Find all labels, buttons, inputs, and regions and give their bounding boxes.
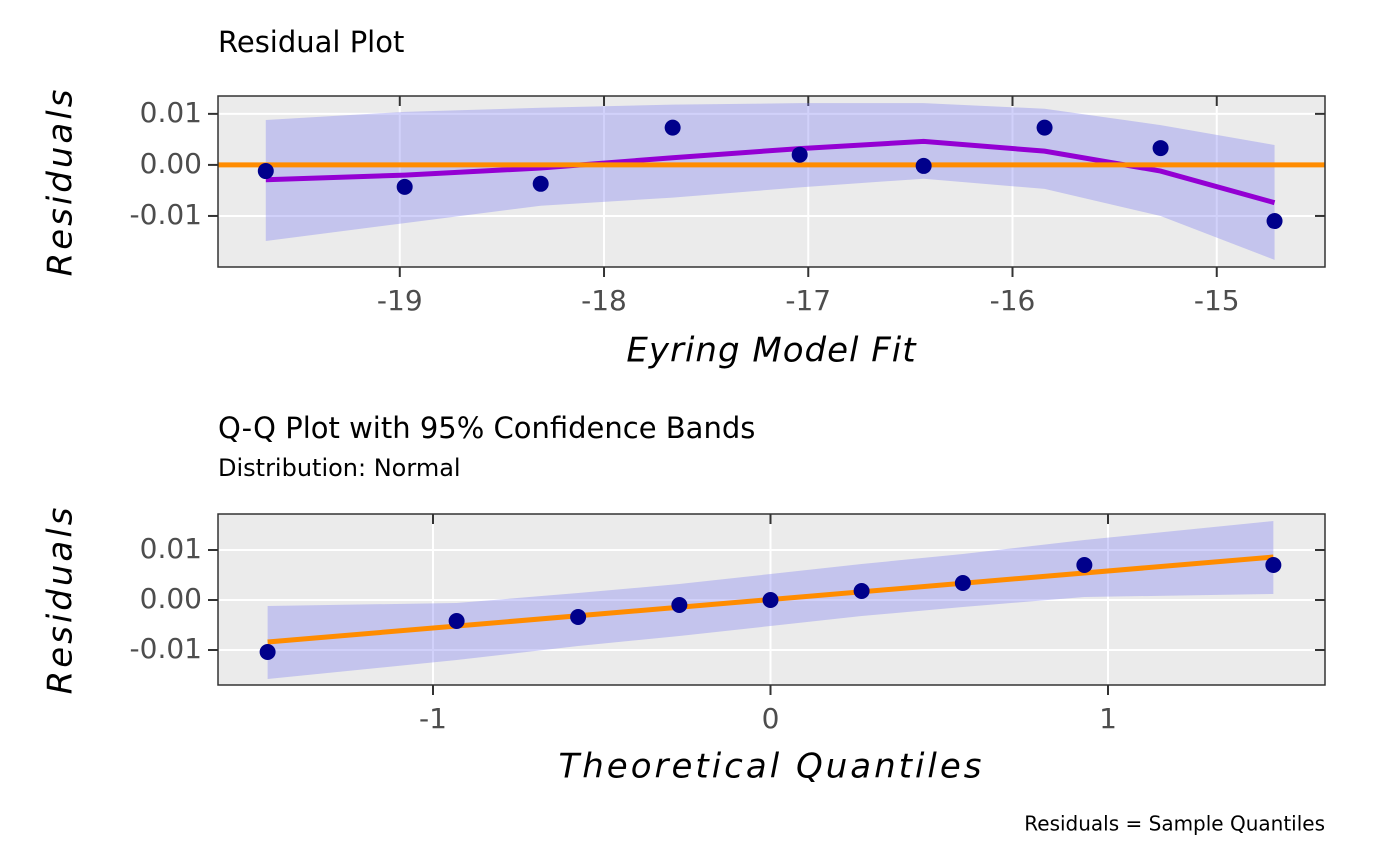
x-tick-label: -18 <box>581 284 627 317</box>
chart-subtitle: Distribution: Normal <box>218 454 461 482</box>
y-axis-title: Residuals <box>41 87 81 277</box>
x-tick-label: -1 <box>419 702 447 735</box>
point <box>671 597 688 613</box>
point <box>257 163 274 180</box>
y-tick-label: -0.01 <box>130 198 202 231</box>
point <box>259 644 276 660</box>
point <box>853 583 870 599</box>
x-tick-label: -15 <box>1194 284 1240 317</box>
point <box>664 119 681 136</box>
point <box>1152 140 1169 157</box>
y-axis-title: Residuals <box>41 505 81 695</box>
y-tick-label: 0.00 <box>140 582 202 615</box>
point <box>1036 119 1053 136</box>
chart-title: Residual Plot <box>218 25 404 59</box>
point <box>762 592 779 608</box>
y-tick-label: -0.01 <box>130 632 202 665</box>
caption: Residuals = Sample Quantiles <box>1024 812 1325 836</box>
y-tick-label: 0.00 <box>140 147 202 180</box>
point <box>570 609 587 625</box>
y-tick-label: 0.01 <box>140 532 202 565</box>
confidence-band <box>265 103 1275 260</box>
y-tick-label: 0.01 <box>140 96 202 129</box>
panel-border <box>217 513 1326 686</box>
x-axis-title: Theoretical Quantiles <box>558 747 984 787</box>
x-axis-title: Eyring Model Fit <box>626 331 917 371</box>
point <box>448 613 465 629</box>
point <box>1265 557 1282 573</box>
point <box>532 175 549 192</box>
point <box>791 146 808 163</box>
x-tick-label: -17 <box>785 284 831 317</box>
point <box>1076 557 1093 573</box>
point <box>915 157 932 174</box>
x-tick-label: 0 <box>762 702 780 735</box>
x-tick-label: 1 <box>1099 702 1117 735</box>
x-tick-label: -19 <box>377 284 423 317</box>
point <box>954 575 971 591</box>
chart-title: Q-Q Plot with 95% Confidence Bands <box>218 411 755 445</box>
point <box>1266 213 1283 230</box>
panel-border <box>217 95 1326 268</box>
point <box>396 178 413 195</box>
x-tick-label: -16 <box>990 284 1036 317</box>
